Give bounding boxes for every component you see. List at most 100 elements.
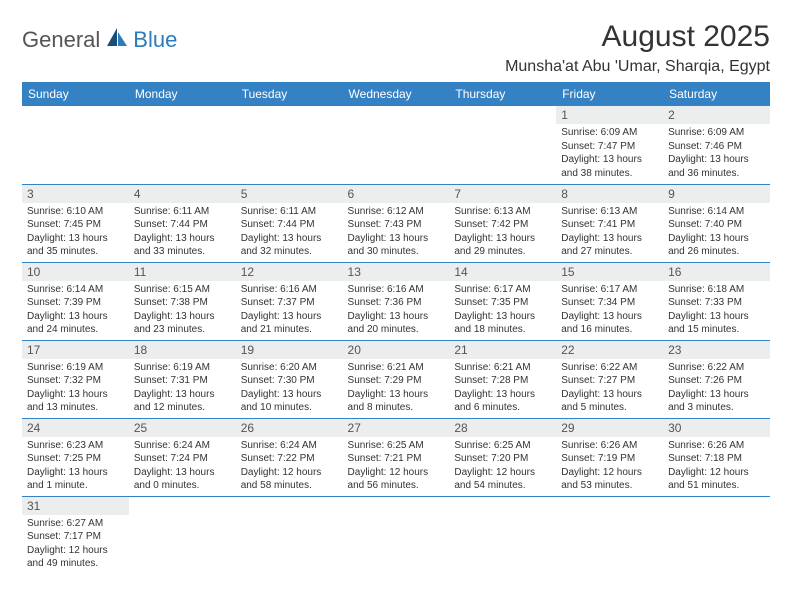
weekday-header: Sunday — [22, 82, 129, 106]
daylight-text: Daylight: 13 hours and 27 minutes. — [561, 232, 658, 259]
daylight-text: Daylight: 13 hours and 23 minutes. — [134, 310, 231, 337]
sunset-text: Sunset: 7:29 PM — [348, 374, 445, 388]
daylight-text: Daylight: 13 hours and 10 minutes. — [241, 388, 338, 415]
daylight-text: Daylight: 13 hours and 18 minutes. — [454, 310, 551, 337]
calendar-cell: 30Sunrise: 6:26 AMSunset: 7:18 PMDayligh… — [663, 418, 770, 496]
day-details: Sunrise: 6:16 AMSunset: 7:37 PMDaylight:… — [236, 281, 343, 340]
daylight-text: Daylight: 13 hours and 38 minutes. — [561, 153, 658, 180]
day-number: 12 — [236, 263, 343, 281]
sunrise-text: Sunrise: 6:11 AM — [241, 205, 338, 219]
day-number: 10 — [22, 263, 129, 281]
day-number: 17 — [22, 341, 129, 359]
calendar-row: 1 Sunrise: 6:09 AMSunset: 7:47 PMDaylight… — [22, 106, 770, 184]
calendar-cell: 22Sunrise: 6:22 AMSunset: 7:27 PMDayligh… — [556, 340, 663, 418]
day-details: Sunrise: 6:10 AMSunset: 7:45 PMDaylight:… — [22, 203, 129, 262]
sunrise-text: Sunrise: 6:16 AM — [241, 283, 338, 297]
daylight-text: Daylight: 13 hours and 24 minutes. — [27, 310, 124, 337]
calendar-row: 17Sunrise: 6:19 AMSunset: 7:32 PMDayligh… — [22, 340, 770, 418]
calendar-row: 24Sunrise: 6:23 AMSunset: 7:25 PMDayligh… — [22, 418, 770, 496]
sunset-text: Sunset: 7:27 PM — [561, 374, 658, 388]
sunset-text: Sunset: 7:45 PM — [27, 218, 124, 232]
calendar-cell: 17Sunrise: 6:19 AMSunset: 7:32 PMDayligh… — [22, 340, 129, 418]
day-number: 8 — [556, 185, 663, 203]
daylight-text: Daylight: 13 hours and 32 minutes. — [241, 232, 338, 259]
day-number: 24 — [22, 419, 129, 437]
day-details: Sunrise: 6:21 AMSunset: 7:29 PMDaylight:… — [343, 359, 450, 418]
calendar-cell: 5Sunrise: 6:11 AMSunset: 7:44 PMDaylight… — [236, 184, 343, 262]
sunrise-text: Sunrise: 6:09 AM — [561, 126, 658, 140]
weekday-header: Wednesday — [343, 82, 450, 106]
daylight-text: Daylight: 12 hours and 53 minutes. — [561, 466, 658, 493]
day-details: Sunrise: 6:18 AMSunset: 7:33 PMDaylight:… — [663, 281, 770, 340]
calendar-cell: 2Sunrise: 6:09 AMSunset: 7:46 PMDaylight… — [663, 106, 770, 184]
sunset-text: Sunset: 7:26 PM — [668, 374, 765, 388]
calendar-cell-empty — [556, 496, 663, 574]
weekday-header: Tuesday — [236, 82, 343, 106]
weekday-header: Saturday — [663, 82, 770, 106]
day-number: 4 — [129, 185, 236, 203]
calendar-cell: 6Sunrise: 6:12 AMSunset: 7:43 PMDaylight… — [343, 184, 450, 262]
calendar-cell: 14Sunrise: 6:17 AMSunset: 7:35 PMDayligh… — [449, 262, 556, 340]
calendar-cell: 23Sunrise: 6:22 AMSunset: 7:26 PMDayligh… — [663, 340, 770, 418]
sunrise-text: Sunrise: 6:21 AM — [454, 361, 551, 375]
sunrise-text: Sunrise: 6:11 AM — [134, 205, 231, 219]
day-details: Sunrise: 6:26 AMSunset: 7:18 PMDaylight:… — [663, 437, 770, 496]
day-number: 25 — [129, 419, 236, 437]
calendar-row: 3Sunrise: 6:10 AMSunset: 7:45 PMDaylight… — [22, 184, 770, 262]
sunset-text: Sunset: 7:47 PM — [561, 140, 658, 154]
daylight-text: Daylight: 13 hours and 15 minutes. — [668, 310, 765, 337]
day-number: 3 — [22, 185, 129, 203]
sunrise-text: Sunrise: 6:22 AM — [668, 361, 765, 375]
day-details: Sunrise: 6:24 AMSunset: 7:22 PMDaylight:… — [236, 437, 343, 496]
day-details: Sunrise: 6:22 AMSunset: 7:27 PMDaylight:… — [556, 359, 663, 418]
daylight-text: Daylight: 13 hours and 35 minutes. — [27, 232, 124, 259]
day-details: Sunrise: 6:20 AMSunset: 7:30 PMDaylight:… — [236, 359, 343, 418]
daylight-text: Daylight: 13 hours and 16 minutes. — [561, 310, 658, 337]
calendar-cell: 13Sunrise: 6:16 AMSunset: 7:36 PMDayligh… — [343, 262, 450, 340]
sunrise-text: Sunrise: 6:25 AM — [454, 439, 551, 453]
calendar-cell: 19Sunrise: 6:20 AMSunset: 7:30 PMDayligh… — [236, 340, 343, 418]
day-details: Sunrise: 6:14 AMSunset: 7:39 PMDaylight:… — [22, 281, 129, 340]
day-number: 22 — [556, 341, 663, 359]
sunset-text: Sunset: 7:37 PM — [241, 296, 338, 310]
day-details: Sunrise: 6:13 AMSunset: 7:42 PMDaylight:… — [449, 203, 556, 262]
calendar-body: 1Sunrise: 6:09 AMSunset: 7:47 PMDaylight… — [22, 106, 770, 574]
calendar-cell: 27Sunrise: 6:25 AMSunset: 7:21 PMDayligh… — [343, 418, 450, 496]
calendar-cell: 26Sunrise: 6:24 AMSunset: 7:22 PMDayligh… — [236, 418, 343, 496]
day-number: 20 — [343, 341, 450, 359]
day-number: 26 — [236, 419, 343, 437]
calendar-cell-empty — [129, 496, 236, 574]
calendar-cell: 16Sunrise: 6:18 AMSunset: 7:33 PMDayligh… — [663, 262, 770, 340]
weekday-header: Thursday — [449, 82, 556, 106]
calendar-cell: 29Sunrise: 6:26 AMSunset: 7:19 PMDayligh… — [556, 418, 663, 496]
day-number: 1 — [556, 106, 663, 124]
day-details: Sunrise: 6:15 AMSunset: 7:38 PMDaylight:… — [129, 281, 236, 340]
day-details: Sunrise: 6:13 AMSunset: 7:41 PMDaylight:… — [556, 203, 663, 262]
title-block: August 2025 Munsha'at Abu 'Umar, Sharqia… — [505, 20, 770, 76]
sunrise-text: Sunrise: 6:15 AM — [134, 283, 231, 297]
sunset-text: Sunset: 7:39 PM — [27, 296, 124, 310]
daylight-text: Daylight: 13 hours and 20 minutes. — [348, 310, 445, 337]
calendar-cell-empty — [236, 496, 343, 574]
day-details: Sunrise: 6:21 AMSunset: 7:28 PMDaylight:… — [449, 359, 556, 418]
daylight-text: Daylight: 13 hours and 30 minutes. — [348, 232, 445, 259]
location-text: Munsha'at Abu 'Umar, Sharqia, Egypt — [505, 58, 770, 76]
logo: General Blue — [22, 26, 177, 53]
calendar-cell-empty — [22, 106, 129, 184]
calendar-cell: 9Sunrise: 6:14 AMSunset: 7:40 PMDaylight… — [663, 184, 770, 262]
calendar-row: 10Sunrise: 6:14 AMSunset: 7:39 PMDayligh… — [22, 262, 770, 340]
day-number: 7 — [449, 185, 556, 203]
day-details: Sunrise: 6:22 AMSunset: 7:26 PMDaylight:… — [663, 359, 770, 418]
day-number: 28 — [449, 419, 556, 437]
sunrise-text: Sunrise: 6:18 AM — [668, 283, 765, 297]
day-details: Sunrise: 6:25 AMSunset: 7:21 PMDaylight:… — [343, 437, 450, 496]
sunset-text: Sunset: 7:18 PM — [668, 452, 765, 466]
calendar-cell: 20Sunrise: 6:21 AMSunset: 7:29 PMDayligh… — [343, 340, 450, 418]
day-number: 19 — [236, 341, 343, 359]
day-number: 31 — [22, 497, 129, 515]
day-number: 2 — [663, 106, 770, 124]
day-number: 29 — [556, 419, 663, 437]
sunset-text: Sunset: 7:41 PM — [561, 218, 658, 232]
day-number: 16 — [663, 263, 770, 281]
sunrise-text: Sunrise: 6:21 AM — [348, 361, 445, 375]
